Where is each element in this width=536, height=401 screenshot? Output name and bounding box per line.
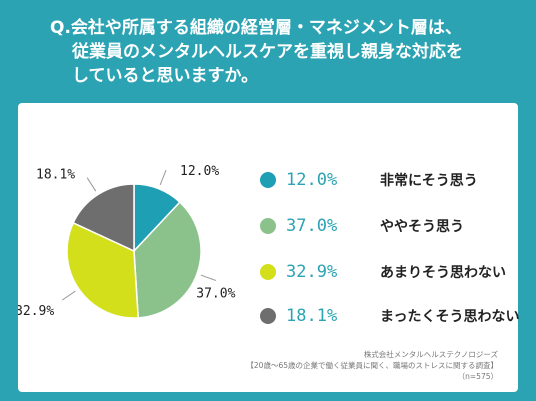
legend-item-3: 32.9% あまりそう思わない — [260, 258, 506, 286]
pie-slice-4 — [72, 183, 135, 253]
leader-line-1 — [159, 169, 167, 186]
data-label-2: 37.0% — [196, 286, 235, 301]
legend-label-4: まったくそう思わない — [380, 309, 520, 325]
question-line-2: 従業員のメンタルヘルスケアを重視し親身な対応を — [72, 42, 463, 62]
legend-value-4: 18.1% — [286, 306, 338, 326]
pie-slice-3 — [66, 221, 140, 319]
chart-card: 12.0% 37.0% 32.9% 18.1% 12.0% 非常にそう思う 37.0%… — [18, 103, 519, 392]
question-text: Q.会社や所属する組織の経営層・マネジメント層は、 従業員のメンタルヘルスケアを… — [50, 16, 520, 88]
legend-value-1: 12.0% — [286, 170, 338, 190]
legend-label-1: 非常にそう思う — [380, 173, 478, 189]
legend-item-2: 37.0% ややそう思う — [260, 212, 464, 240]
source-line-2: 【20歳～65歳の企業で働く従業員に聞く、職場のストレスに関する調査】 — [246, 361, 498, 370]
leader-line-3 — [61, 290, 76, 301]
data-label-1: 12.0% — [180, 164, 219, 179]
legend-dot-1 — [260, 172, 276, 188]
legend-dot-4 — [260, 308, 276, 324]
legend-value-2: 37.0% — [286, 216, 338, 236]
source-note: 株式会社メンタルヘルステクノロジーズ 【20歳～65歳の企業で働く従業員に聞く、… — [246, 349, 498, 382]
source-line-1: 株式会社メンタルヘルステクノロジーズ — [363, 350, 498, 359]
legend-item-1: 12.0% 非常にそう思う — [260, 166, 478, 194]
legend-value-3: 32.9% — [286, 262, 338, 282]
legend-dot-2 — [260, 218, 276, 234]
legend-label-2: ややそう思う — [380, 219, 464, 235]
pie-slice-2 — [133, 201, 202, 319]
question-line-3: していると思いますか。 — [72, 66, 259, 86]
legend-label-3: あまりそう思わない — [380, 265, 506, 281]
data-label-4: 18.1% — [36, 168, 75, 183]
pie-chart: 12.0% 37.0% 32.9% 18.1% — [18, 164, 236, 319]
leader-line-2 — [200, 274, 217, 281]
legend-dot-3 — [260, 264, 276, 280]
data-label-3: 32.9% — [18, 304, 54, 319]
leader-line-4 — [86, 177, 97, 192]
question-line-1: Q.会社や所属する組織の経営層・マネジメント層は、 — [50, 18, 462, 38]
legend-item-4: 18.1% まったくそう思わない — [260, 302, 519, 330]
source-line-3: （n=575） — [457, 372, 498, 381]
